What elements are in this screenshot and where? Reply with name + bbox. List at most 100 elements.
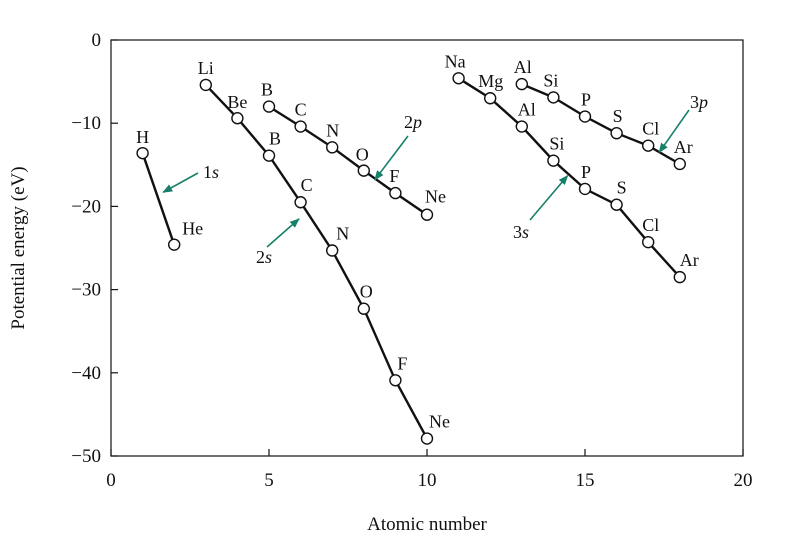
data-point xyxy=(389,374,402,387)
x-tick-label: 5 xyxy=(264,470,274,491)
data-point xyxy=(515,77,528,91)
data-point xyxy=(357,164,370,177)
point-label: O xyxy=(360,282,373,302)
data-point xyxy=(199,78,213,92)
point-label: N xyxy=(336,223,349,243)
point-label: Ne xyxy=(429,412,450,432)
data-point xyxy=(515,120,528,133)
annotation-3s: 3s xyxy=(513,174,569,242)
point-label: S xyxy=(617,178,627,198)
data-point xyxy=(294,120,307,133)
point-label: Mg xyxy=(478,71,503,91)
y-tick-label: −20 xyxy=(71,196,101,217)
point-label: Li xyxy=(198,58,214,78)
data-point xyxy=(326,244,339,257)
data-point xyxy=(673,157,686,171)
point-label: Ne xyxy=(425,187,446,207)
data-point xyxy=(578,182,592,196)
data-point xyxy=(389,186,402,200)
annotation-layer: 1s 2s 2p 3s 3p xyxy=(162,92,708,267)
data-point xyxy=(673,270,686,284)
annotation-arrow xyxy=(162,172,199,193)
y-axis-ticks: 0 −10 −20 −30 −40 −50 xyxy=(71,30,118,467)
annotation-arrow xyxy=(529,174,569,221)
point-label: B xyxy=(261,80,273,100)
series-3p: Al Si P S Cl Ar xyxy=(514,57,693,171)
data-point xyxy=(642,139,655,152)
point-label: Si xyxy=(549,134,564,154)
orbital-label: 1s xyxy=(203,162,219,182)
annotation-3p: 3p xyxy=(658,92,708,154)
data-point xyxy=(610,198,623,211)
y-tick-label: −10 xyxy=(71,113,101,134)
data-point xyxy=(294,196,307,209)
annotation-2s: 2s xyxy=(256,218,300,267)
series-layer: HHeLiBeBCNOFNeBCNOFNeNaMgAlSiPSClArAlSiP… xyxy=(136,51,699,445)
data-point xyxy=(420,432,434,445)
annotation-2p: 2p xyxy=(374,112,422,181)
point-label: C xyxy=(301,175,313,195)
x-tick-label: 10 xyxy=(418,470,437,491)
annotation-arrow xyxy=(374,135,409,181)
data-point xyxy=(262,149,276,162)
data-point xyxy=(326,141,339,154)
point-label: He xyxy=(182,219,203,239)
data-point xyxy=(231,112,244,125)
x-tick-label: 20 xyxy=(734,470,753,491)
x-axis-title: Atomic number xyxy=(367,514,487,535)
series-3s: Na Mg Al Si P S Cl Ar xyxy=(445,51,699,284)
annotation-arrow xyxy=(658,109,690,154)
series-line xyxy=(141,152,176,246)
point-label: Al xyxy=(514,57,532,77)
point-label: Ar xyxy=(674,137,693,157)
data-point xyxy=(642,235,655,249)
point-label: Be xyxy=(227,92,247,112)
data-point xyxy=(357,302,370,315)
y-axis-title: Potential energy (eV) xyxy=(8,166,29,329)
orbital-label: 3s xyxy=(513,222,529,242)
point-label: S xyxy=(613,106,623,126)
data-point xyxy=(136,146,149,160)
y-tick-label: −50 xyxy=(71,446,101,467)
point-label: N xyxy=(326,120,339,140)
point-label: Cl xyxy=(642,119,659,139)
y-tick-label: −40 xyxy=(71,363,101,384)
point-label: P xyxy=(581,90,591,110)
series-line xyxy=(204,84,429,440)
point-label: F xyxy=(389,166,399,186)
data-point xyxy=(452,72,465,85)
data-point xyxy=(547,154,560,167)
point-label: Ar xyxy=(680,250,699,270)
series-1s: H He xyxy=(136,127,203,251)
orbital-label: 3p xyxy=(690,92,708,112)
point-label: F xyxy=(397,353,407,373)
point-label: B xyxy=(269,129,281,149)
point-label: Si xyxy=(543,70,558,90)
x-axis-ticks: 0 5 10 15 20 xyxy=(106,449,753,491)
y-tick-label: 0 xyxy=(92,30,102,51)
x-tick-label: 15 xyxy=(576,470,595,491)
point-label: C xyxy=(295,100,307,120)
point-label: Na xyxy=(445,51,466,71)
point-label: P xyxy=(581,162,591,182)
series-line xyxy=(268,105,428,216)
data-point xyxy=(610,126,623,140)
annotation-1s: 1s xyxy=(162,162,219,193)
annotation-arrow xyxy=(266,218,300,248)
y-tick-label: −30 xyxy=(71,280,101,301)
data-point xyxy=(484,92,497,105)
data-point xyxy=(578,110,592,123)
data-point xyxy=(167,238,181,251)
orbital-label: 2s xyxy=(256,247,272,267)
point-label: Cl xyxy=(642,215,659,235)
data-point xyxy=(420,208,434,221)
point-label: Al xyxy=(518,100,536,120)
orbital-label: 2p xyxy=(404,112,422,132)
point-label: H xyxy=(136,127,149,147)
data-point xyxy=(547,91,560,104)
series-line xyxy=(457,77,681,278)
point-label: O xyxy=(356,145,369,165)
